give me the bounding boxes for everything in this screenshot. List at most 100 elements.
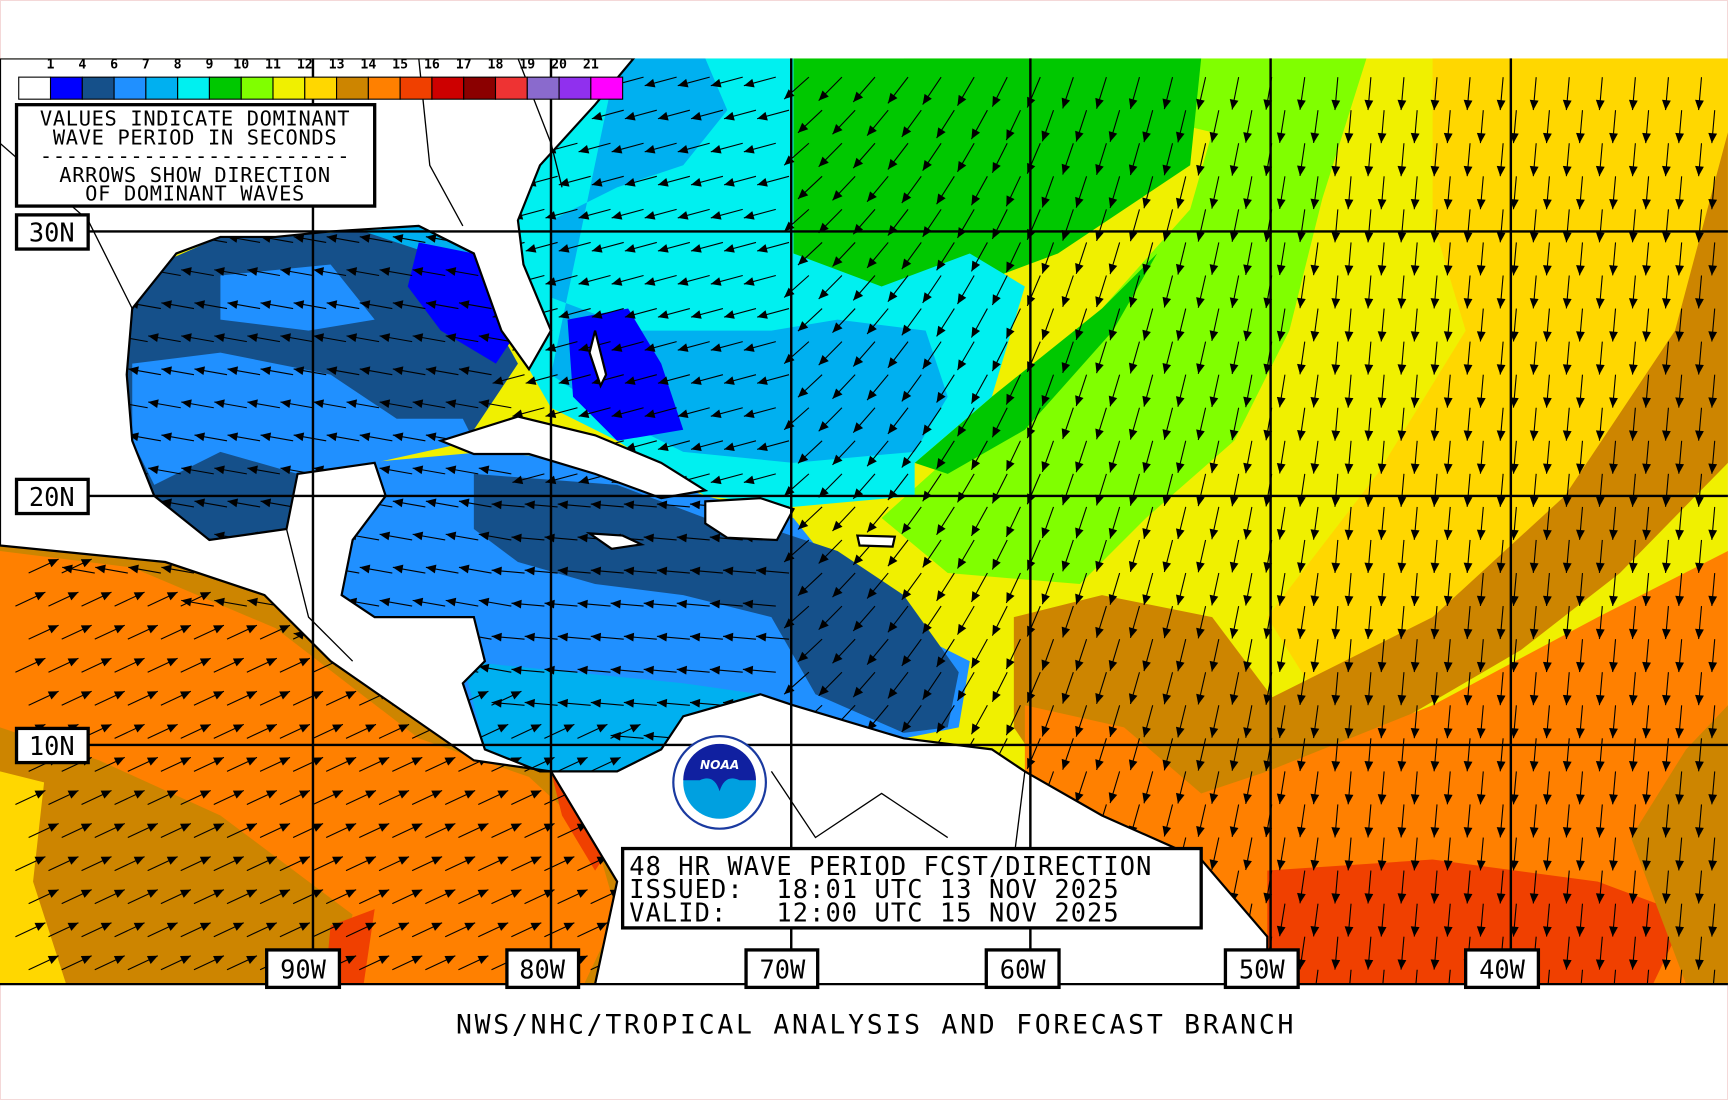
wave-arrow bbox=[1662, 804, 1671, 838]
lon-label-60w: 60W bbox=[1000, 955, 1046, 985]
wave-arrow bbox=[1509, 572, 1519, 607]
legend-swatch bbox=[367, 76, 401, 100]
wave-arrow bbox=[1628, 275, 1638, 309]
wave-arrow bbox=[1331, 473, 1341, 507]
wave-arrow bbox=[1364, 407, 1374, 441]
wave-arrow bbox=[1410, 903, 1420, 937]
wave-arrow bbox=[1695, 870, 1704, 904]
wave-arrow bbox=[1476, 176, 1486, 210]
wave-arrow bbox=[832, 109, 856, 135]
wave-arrow bbox=[511, 789, 542, 805]
wave-arrow bbox=[818, 671, 843, 697]
wave-arrow bbox=[1642, 440, 1651, 474]
lat-label-30n: 30N bbox=[29, 217, 75, 247]
wave-arrow bbox=[1509, 176, 1519, 210]
legend-label: 15 bbox=[392, 57, 408, 72]
wave-arrow bbox=[511, 922, 542, 938]
wave-arrow bbox=[1310, 705, 1320, 739]
wave-arrow bbox=[1562, 870, 1572, 904]
wave-arrow bbox=[214, 267, 247, 277]
wave-arrow bbox=[832, 308, 856, 334]
wave-arrow bbox=[1708, 440, 1718, 474]
wave-arrow bbox=[887, 539, 909, 567]
wave-arrow bbox=[901, 109, 922, 138]
wave-arrow bbox=[458, 823, 489, 839]
wave-arrow bbox=[511, 533, 545, 543]
wave-arrow bbox=[512, 407, 545, 418]
wave-arrow bbox=[743, 208, 776, 220]
wave-arrow bbox=[226, 690, 258, 706]
wave-arrow bbox=[379, 465, 413, 475]
wave-arrow bbox=[1708, 705, 1718, 739]
wave-arrow bbox=[1609, 374, 1618, 408]
wave-arrow bbox=[710, 407, 743, 418]
legend-label: 7 bbox=[142, 57, 150, 72]
wave-arrow bbox=[161, 498, 195, 508]
wave-arrow bbox=[1344, 572, 1354, 607]
wave-arrow bbox=[690, 374, 724, 385]
wave-arrow bbox=[1576, 110, 1585, 144]
wave-arrow bbox=[1162, 275, 1174, 308]
wave-arrow bbox=[194, 432, 228, 442]
wave-arrow bbox=[147, 856, 178, 872]
wave-arrow bbox=[783, 407, 810, 431]
wave-arrow bbox=[866, 440, 889, 467]
wave-arrow bbox=[412, 597, 446, 607]
wave-arrow bbox=[425, 756, 456, 772]
wave-arrow bbox=[15, 657, 46, 673]
legend-swatch bbox=[177, 76, 210, 100]
wave-arrow bbox=[677, 76, 710, 88]
wave-arrow bbox=[1410, 176, 1420, 210]
wave-arrow bbox=[1443, 176, 1453, 210]
wave-arrow bbox=[1209, 440, 1220, 474]
wave-arrow bbox=[1662, 870, 1671, 904]
wave-arrow bbox=[28, 889, 59, 905]
region-14s-east bbox=[1630, 705, 1728, 985]
wave-arrow bbox=[379, 399, 413, 409]
region-13s bbox=[1267, 58, 1728, 706]
wave-arrow bbox=[1397, 870, 1407, 904]
wave-arrow bbox=[1175, 771, 1187, 804]
wave-arrow bbox=[359, 366, 393, 376]
wave-arrow bbox=[1297, 672, 1306, 706]
wave-arrow bbox=[492, 374, 525, 385]
wave-arrow bbox=[709, 533, 743, 543]
wave-arrow bbox=[1496, 341, 1506, 375]
wave-arrow bbox=[590, 500, 624, 510]
wave-arrow bbox=[1344, 837, 1354, 871]
wave-arrow bbox=[1095, 143, 1107, 175]
wave-arrow bbox=[936, 638, 955, 668]
wave-arrow bbox=[345, 922, 377, 938]
wave-arrow bbox=[1675, 903, 1685, 937]
wave-arrow bbox=[1364, 672, 1374, 706]
wave-arrow bbox=[970, 638, 988, 669]
wave-arrow bbox=[1142, 572, 1154, 606]
wave-arrow bbox=[1128, 539, 1140, 572]
wave-arrow bbox=[180, 922, 211, 938]
wave-arrow bbox=[797, 638, 823, 663]
wave-arrow bbox=[1662, 143, 1671, 177]
wave-arrow bbox=[1128, 341, 1140, 374]
wave-arrow bbox=[161, 564, 195, 574]
wave-arrow bbox=[15, 591, 46, 607]
wave-arrow bbox=[312, 856, 344, 872]
wave-arrow bbox=[1229, 804, 1240, 837]
wave-arrow bbox=[852, 76, 876, 103]
wave-arrow bbox=[1496, 209, 1506, 243]
wave-arrow bbox=[1443, 903, 1453, 937]
wave-arrow bbox=[1595, 77, 1605, 111]
wave-arrow bbox=[1310, 176, 1320, 210]
wave-arrow bbox=[557, 698, 591, 708]
wave-arrow bbox=[590, 566, 624, 576]
wave-arrow bbox=[624, 175, 657, 187]
wave-arrow bbox=[936, 109, 955, 139]
wave-arrow bbox=[246, 723, 278, 739]
wave-arrow bbox=[1364, 606, 1374, 640]
wave-arrow bbox=[1142, 771, 1154, 804]
wave-arrow bbox=[160, 624, 192, 640]
wave-arrow bbox=[1695, 936, 1704, 970]
note-line-3: ARROWS SHOW DIRECTION bbox=[59, 163, 331, 187]
wave-arrow bbox=[852, 142, 876, 169]
wave-arrow bbox=[1175, 110, 1187, 143]
wave-arrow bbox=[1061, 76, 1074, 109]
